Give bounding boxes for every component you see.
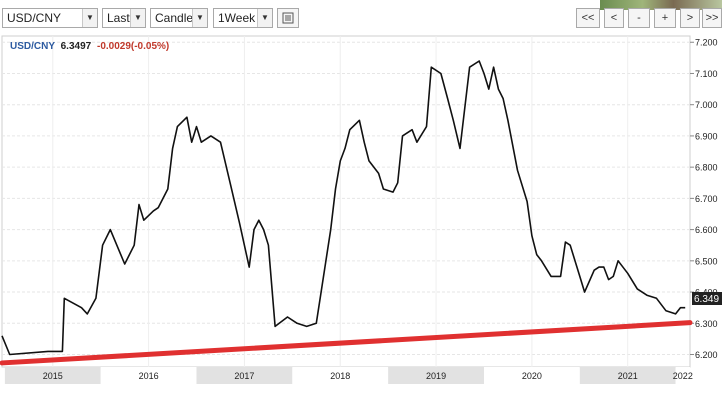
nav-next-button[interactable]: > xyxy=(680,8,700,28)
x-axis-band xyxy=(292,367,389,384)
x-tick-label: 2020 xyxy=(522,371,542,381)
x-tick-label: 2017 xyxy=(234,371,254,381)
y-tick-label: 6.300 xyxy=(695,319,718,329)
last-price-marker: 6.349 xyxy=(692,292,722,305)
y-tick-label: 6.600 xyxy=(695,225,718,235)
chevron-down-icon: ▼ xyxy=(192,9,207,27)
y-tick-label: 6.800 xyxy=(695,163,718,173)
chart-toolbar: USD/CNY ▼ Last ▼ Candle ▼ 1Week ▼ << < -… xyxy=(0,0,722,36)
x-axis-band xyxy=(388,367,484,384)
quote-line: USD/CNY 6.3497 -0.0029(-0.05%) xyxy=(10,41,169,52)
y-tick-label: 6.700 xyxy=(695,194,718,204)
x-tick-label: 2015 xyxy=(43,371,63,381)
x-axis-band xyxy=(483,367,580,384)
price-series xyxy=(1,60,686,356)
list-icon xyxy=(282,12,294,24)
last-price-box xyxy=(692,292,722,305)
price-type-select[interactable]: Last ▼ xyxy=(102,8,146,28)
y-tick-label: 6.500 xyxy=(695,256,718,266)
symbol-select[interactable]: USD/CNY ▼ xyxy=(2,8,98,28)
zoom-out-button[interactable]: - xyxy=(628,8,650,28)
quote-change: -0.0029(-0.05%) xyxy=(97,41,169,52)
header-photo-strip xyxy=(600,0,722,10)
y-tick-label: 7.000 xyxy=(695,100,718,110)
chevron-down-icon: ▼ xyxy=(130,9,145,27)
price-type-value: Last xyxy=(107,11,130,25)
x-axis-band xyxy=(196,367,293,384)
x-tick-label: 2021 xyxy=(618,371,638,381)
x-axis-band xyxy=(579,367,676,384)
plot-area xyxy=(1,35,691,368)
settings-list-button[interactable] xyxy=(277,8,299,28)
nav-last-button[interactable]: >> xyxy=(702,8,722,28)
x-tick-label: 2016 xyxy=(139,371,159,381)
symbol-select-value: USD/CNY xyxy=(7,11,62,25)
x-axis: 2015 2016 2017 2018 2019 2020 2021 2022 xyxy=(4,367,693,384)
quote-symbol: USD/CNY xyxy=(10,41,55,52)
price-line xyxy=(1,60,686,356)
chart-style-value: Candle xyxy=(155,11,194,25)
zoom-in-button[interactable]: + xyxy=(654,8,676,28)
x-tick-label: 2019 xyxy=(426,371,446,381)
chevron-down-icon: ▼ xyxy=(82,9,97,27)
x-axis-band xyxy=(100,367,197,384)
x-tick-label: 2022 xyxy=(673,371,693,381)
interval-value: 1Week xyxy=(218,11,256,25)
last-price-label: 6.349 xyxy=(694,294,719,305)
nav-prev-button[interactable]: < xyxy=(604,8,624,28)
interval-select[interactable]: 1Week ▼ xyxy=(213,8,273,28)
x-axis-band xyxy=(675,367,690,384)
quote-price: 6.3497 xyxy=(61,41,92,52)
trend-line xyxy=(0,320,693,366)
trend-line-group xyxy=(0,320,693,366)
x-tick-label: 2018 xyxy=(330,371,350,381)
y-tick-label: 6.900 xyxy=(695,131,718,141)
chart-style-select[interactable]: Candle ▼ xyxy=(150,8,208,28)
chevron-down-icon: ▼ xyxy=(257,9,272,27)
y-axis: 6.2006.3006.4006.5006.6006.7006.8006.900… xyxy=(690,38,718,360)
y-tick-label: 6.200 xyxy=(695,350,718,360)
x-axis-band xyxy=(4,367,101,384)
nav-first-button[interactable]: << xyxy=(576,8,600,28)
grid xyxy=(2,36,690,367)
y-tick-label: 7.200 xyxy=(695,38,718,48)
y-tick-label: 7.100 xyxy=(695,69,718,79)
